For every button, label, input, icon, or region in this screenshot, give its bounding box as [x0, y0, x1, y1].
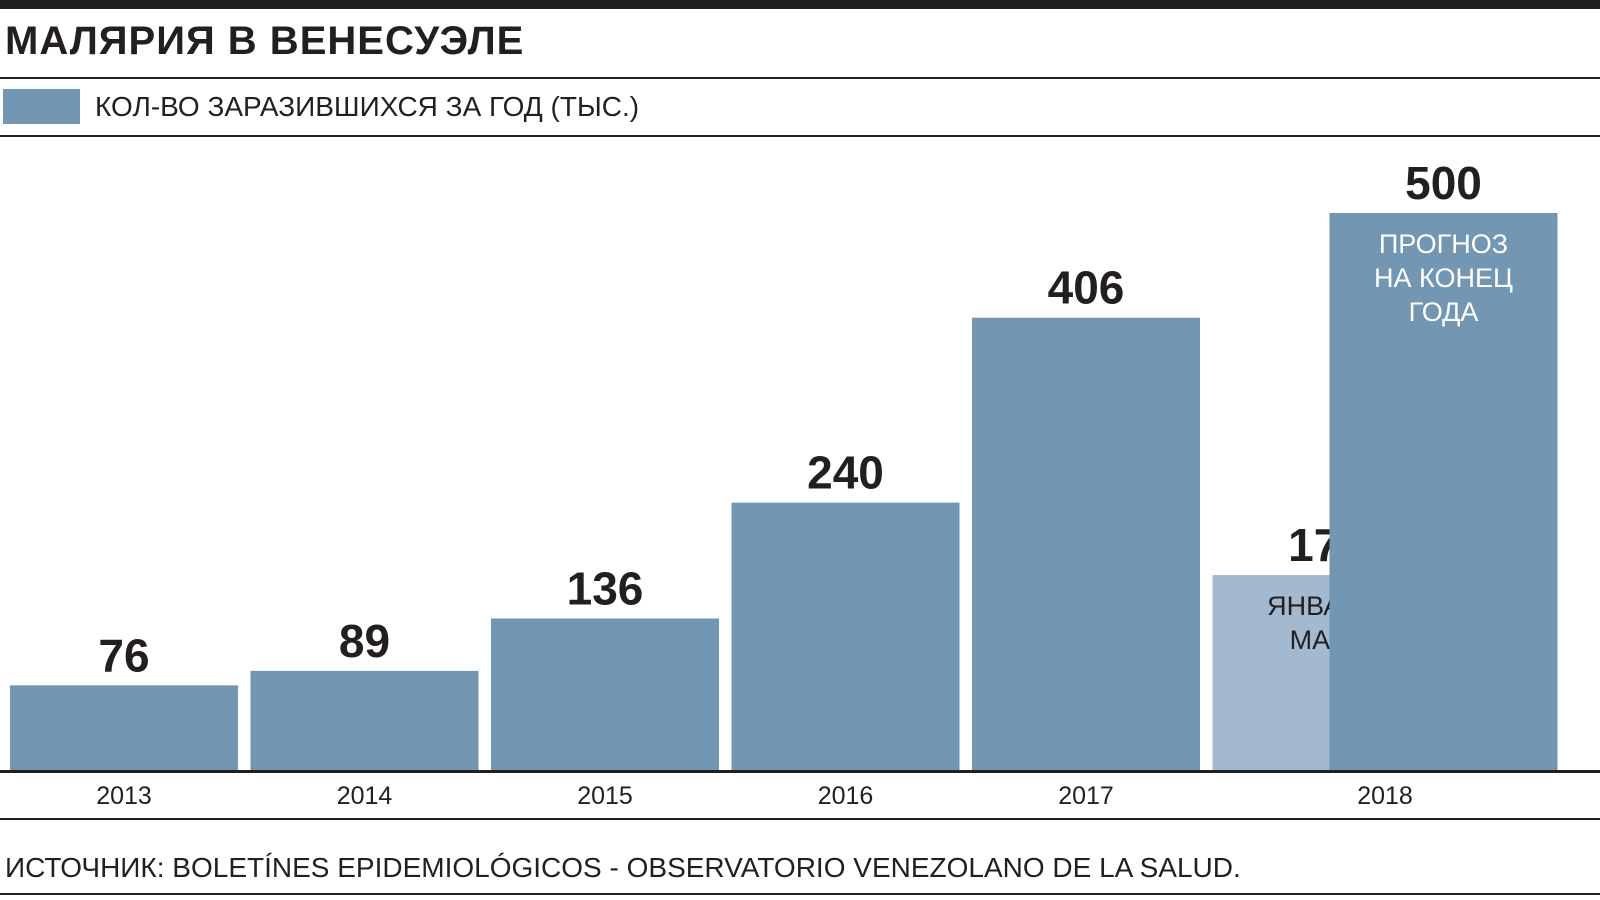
bar-2013-0	[10, 685, 238, 770]
x-axis-line	[0, 770, 1600, 773]
bottom-rule	[0, 893, 1600, 895]
top-rule	[0, 0, 1600, 9]
bar-2015-2	[491, 618, 719, 770]
legend-label: КОЛ-ВО ЗАРАЗИВШИХСЯ ЗА ГОД (ТЫС.)	[95, 91, 640, 122]
bar-annotation-2018-1: НА КОНЕЦ	[1374, 263, 1513, 293]
x-tick-label-2015: 2015	[577, 782, 633, 810]
value-label-2018-6: 500	[1405, 157, 1482, 209]
bar-2018-6	[1329, 213, 1558, 770]
bar-2017-4	[972, 317, 1200, 770]
value-label-2014-1: 89	[339, 615, 390, 667]
bar-2016-3	[731, 502, 960, 770]
bar-chart: 76 89136240406175ЯНВАРЬ-МАРТ500ПРОГНОЗНА …	[0, 157, 1600, 810]
x-tick-label-2014: 2014	[337, 782, 393, 810]
value-label-2015-2: 136	[567, 562, 644, 614]
legend-swatch	[3, 89, 80, 124]
legend-divider	[0, 135, 1600, 137]
source-note: ИСТОЧНИК: BOLETÍNES EPIDEMIOLÓGICOS - OB…	[5, 852, 1241, 883]
x-tick-label-2013: 2013	[96, 782, 152, 810]
x-tick-label-2016: 2016	[818, 782, 874, 810]
title-divider	[0, 77, 1600, 79]
x-tick-label-2018: 2018	[1357, 782, 1413, 810]
x-tick-label-2017: 2017	[1058, 782, 1114, 810]
axis-bottom-divider	[0, 818, 1600, 820]
bar-annotation-2018-2: ГОДА	[1409, 297, 1479, 327]
bar-annotation-2018-0: ПРОГНОЗ	[1379, 229, 1508, 259]
value-label-2016-3: 240	[807, 447, 884, 499]
value-label-2013-0: 76	[98, 629, 149, 681]
chart-title: МАЛЯРИЯ В ВЕНЕСУЭЛЕ	[5, 19, 525, 63]
value-label-2017-4: 406	[1048, 262, 1125, 314]
bar-2014-1	[250, 670, 479, 770]
